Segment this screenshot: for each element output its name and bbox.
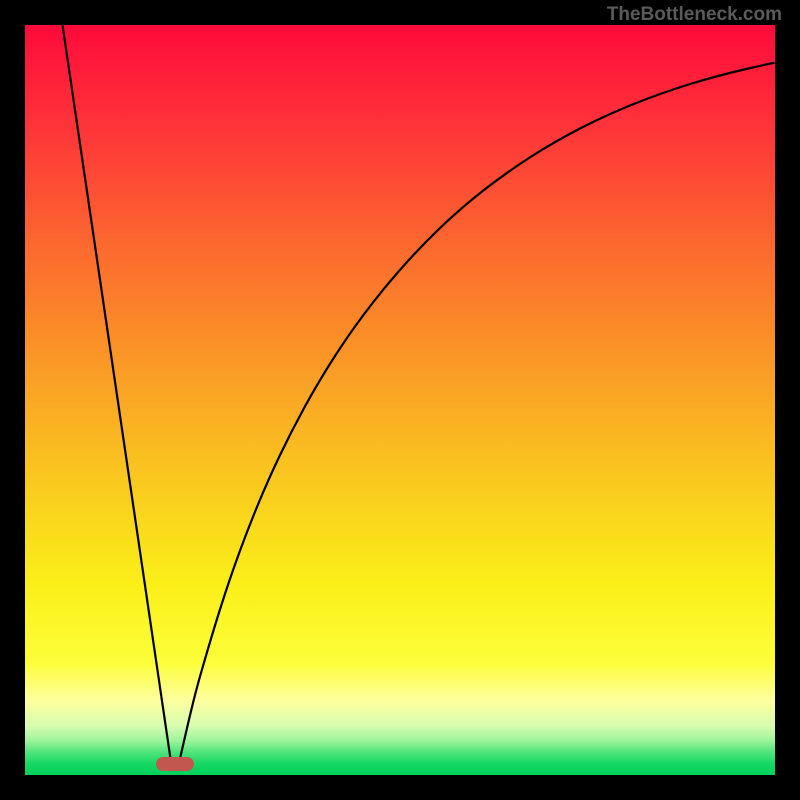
- valley-marker: [156, 757, 194, 771]
- curve-layer: [25, 25, 775, 775]
- left-curve: [63, 25, 172, 764]
- right-curve: [179, 63, 775, 764]
- watermark-text: TheBottleneck.com: [607, 4, 782, 26]
- plot-area: [25, 25, 775, 775]
- chart-container: TheBottleneck.com: [0, 0, 800, 800]
